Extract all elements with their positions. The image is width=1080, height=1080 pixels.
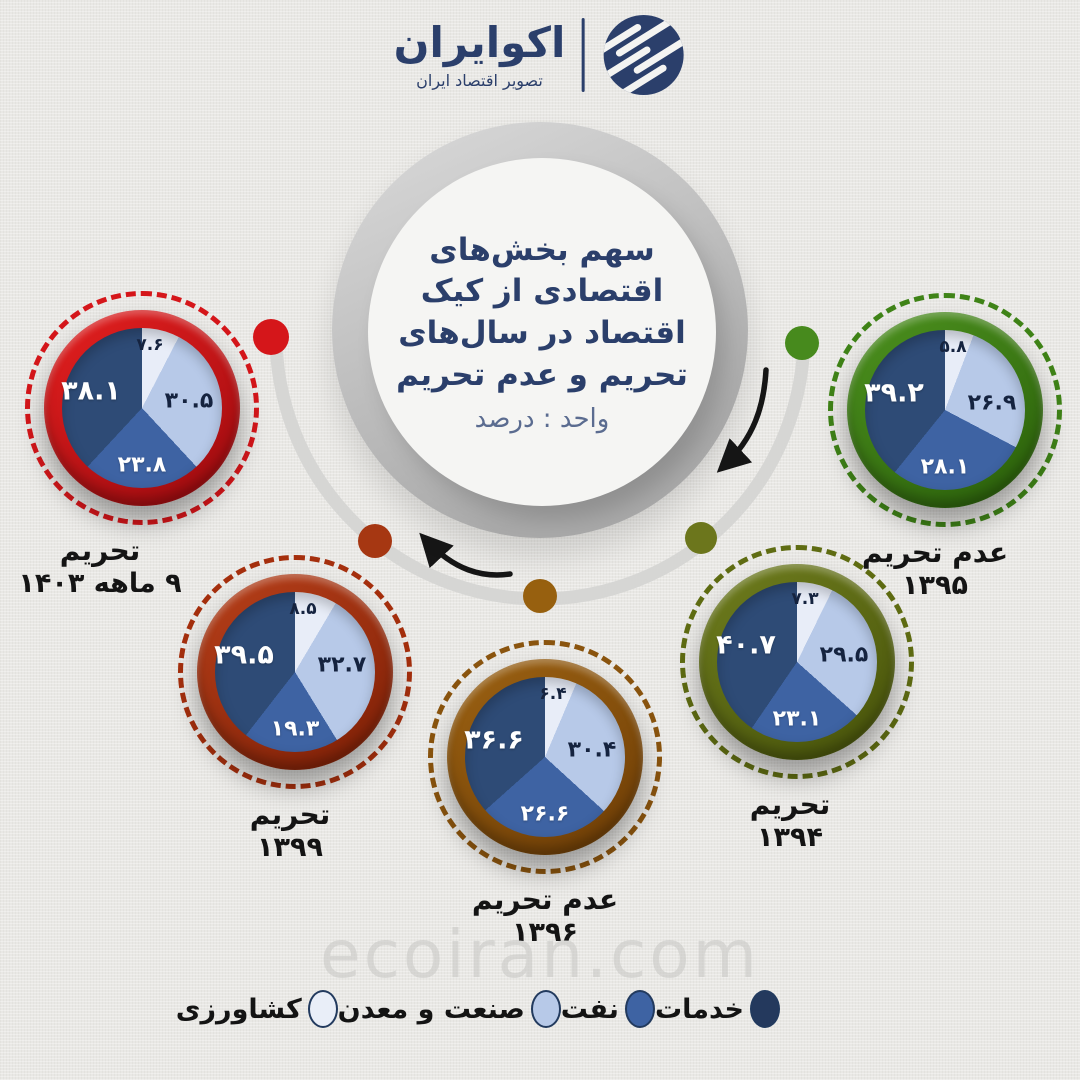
- pie-value-oil: ۲۶.۶: [520, 801, 570, 827]
- pie-value-industry: ۳۰.۴: [567, 737, 617, 763]
- legend-label: کشاورزی: [175, 993, 302, 1025]
- pie-value-services: ۳۶.۶: [464, 724, 524, 756]
- pie-label-year: ۱۳۹۶: [512, 916, 578, 948]
- unit-label: واحد : درصد: [474, 404, 610, 435]
- ecoiran-logo-icon: [600, 15, 687, 98]
- arrow-left-icon: [419, 532, 513, 578]
- pie-label: تحریم ۱۳۹۹: [170, 798, 410, 864]
- pie-label: عدم تحریم ۱۳۹۵: [815, 536, 1055, 602]
- pie: [865, 330, 1025, 490]
- pie-value-services: ۴۰.۷: [716, 629, 776, 661]
- pie-value-services: ۳۹.۲: [864, 377, 924, 409]
- industry-swatch-icon: [530, 990, 561, 1028]
- pie-value-agriculture: ۷.۶: [136, 335, 164, 355]
- pie-label-period: عدم تحریم: [861, 536, 1009, 569]
- pie-label-period: عدم تحریم: [471, 883, 619, 916]
- pie-label: عدم تحریم ۱۳۹۶: [425, 883, 665, 949]
- pie-value-industry: ۳۲.۷: [317, 652, 367, 678]
- orbit-dot-icon: [523, 579, 557, 613]
- brand-tagline: تصویر اقتصاد ایران: [416, 70, 543, 90]
- pie-value-oil: ۲۸.۱: [920, 454, 970, 480]
- oil-swatch-icon: [624, 990, 655, 1028]
- dashed-ring: [680, 545, 914, 779]
- pie-chart-no-sanction-1395: عدم تحریم ۱۳۹۵ ۵.۸ ۲۶.۹ ۲۸.۱ ۳۹.۲: [825, 290, 1065, 601]
- legend-label: خدمات: [654, 993, 744, 1025]
- pie-chart-no-sanction-1396: عدم تحریم ۱۳۹۶ ۶.۴ ۳۰.۴ ۲۶.۶ ۳۶.۶: [425, 637, 665, 948]
- pie-value-agriculture: ۷.۳: [791, 589, 819, 609]
- services-swatch-icon: [750, 990, 780, 1028]
- pie-value-industry: ۲۹.۵: [819, 642, 869, 668]
- pie-label-period: تحریم: [249, 798, 331, 831]
- brand-header: اکوایران تصویر اقتصاد ایران: [394, 12, 687, 98]
- pie-chart-sanction-9m-1403: تحریم ۹ ماهه ۱۴۰۳ ۷.۶ ۳۰.۵ ۲۳.۸ ۳۸.۱: [18, 288, 262, 599]
- pie-value-oil: ۱۹.۳: [270, 716, 320, 742]
- orbit-dot-icon: [358, 524, 392, 558]
- infographic-title: سهم بخش‌های اقتصادی از کیک اقتصاد در سال…: [396, 231, 688, 393]
- pie-value-industry: ۲۶.۹: [967, 390, 1017, 416]
- orbit-dot-icon: [253, 319, 289, 355]
- legend-item-oil: نفت: [561, 990, 655, 1028]
- pie-chart-sanction-1394: تحریم ۱۳۹۴ ۷.۳ ۲۹.۵ ۲۳.۱ ۴۰.۷: [677, 542, 917, 853]
- pie-chart-sanction-1399: تحریم ۱۳۹۹ ۸.۵ ۳۲.۷ ۱۹.۳ ۳۹.۵: [175, 552, 415, 863]
- legend-item-services: خدمات: [655, 990, 780, 1028]
- pie: [62, 328, 222, 488]
- dashed-ring: [428, 640, 662, 874]
- pie-label-period: تحریم: [749, 788, 831, 821]
- watermark: ecoiran.com: [320, 916, 760, 993]
- legend: خدمات نفت صنعت و معدن کشاورزی: [176, 990, 780, 1028]
- pie-value-oil: ۲۳.۸: [117, 452, 167, 478]
- brand-name: اکوایران: [393, 18, 566, 68]
- legend-item-agriculture: کشاورزی: [176, 990, 338, 1028]
- pie-value-services: ۳۹.۵: [214, 639, 274, 671]
- orbit-dots: [253, 319, 819, 613]
- orbit-dot-icon: [685, 522, 717, 554]
- pie-label-year: ۱۳۹۴: [757, 821, 823, 853]
- pie-label-year: ۱۳۹۵: [902, 569, 968, 601]
- orbit-dot-icon: [785, 326, 819, 360]
- dashed-ring: [178, 555, 412, 789]
- pie-value-agriculture: ۸.۵: [289, 599, 317, 619]
- pie-label: تحریم ۹ ماهه ۱۴۰۳: [0, 534, 220, 600]
- legend-item-industry: صنعت و معدن: [338, 990, 561, 1028]
- dashed-ring: [25, 291, 259, 525]
- dashed-ring: [828, 293, 1062, 527]
- pie: [215, 592, 375, 752]
- legend-label: نفت: [560, 993, 619, 1025]
- arrow-right-icon: [716, 367, 769, 473]
- pie: [717, 582, 877, 742]
- pie-label: تحریم ۱۳۹۴: [670, 788, 910, 854]
- pie-label-year: ۹ ماهه ۱۴۰۳: [18, 567, 182, 599]
- pie: [465, 677, 625, 837]
- pie-label-period: تحریم: [59, 534, 141, 567]
- legend-label: صنعت و معدن: [337, 993, 525, 1025]
- agriculture-swatch-icon: [307, 990, 338, 1028]
- brand-text: اکوایران تصویر اقتصاد ایران: [393, 18, 566, 90]
- pie-value-industry: ۳۰.۵: [164, 388, 214, 414]
- pie-value-oil: ۲۳.۱: [772, 706, 822, 732]
- pie-label-year: ۱۳۹۹: [257, 831, 323, 863]
- pie-value-agriculture: ۶.۴: [539, 684, 567, 704]
- pie-value-services: ۳۸.۱: [61, 375, 121, 407]
- pie-value-agriculture: ۵.۸: [939, 337, 967, 357]
- brand-divider: [581, 18, 585, 92]
- hub-circle: سهم بخش‌های اقتصادی از کیک اقتصاد در سال…: [368, 158, 716, 506]
